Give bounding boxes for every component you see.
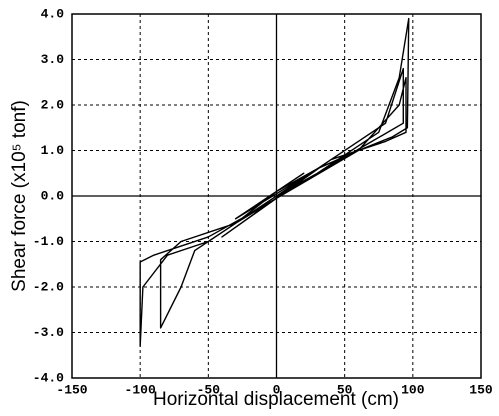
y-tick-label: -3.0	[33, 325, 64, 340]
y-tick-label: -2.0	[33, 279, 64, 294]
y-tick-label: 2.0	[41, 97, 65, 112]
y-tick-label: 4.0	[41, 6, 65, 21]
x-tick-label: -150	[56, 382, 87, 397]
x-tick-label: 150	[469, 382, 493, 397]
x-axis-label: Horizontal displacement (cm)	[153, 389, 399, 410]
y-tick-label: 3.0	[41, 52, 65, 67]
data-line	[139, 17, 410, 347]
x-tick-label: -50	[197, 382, 221, 397]
x-tick-label: 50	[337, 382, 353, 397]
y-axis-label: Shear force (x10⁵ tonf)	[9, 100, 30, 292]
y-tick-label: -4.0	[33, 370, 64, 385]
x-tick-label: -100	[125, 382, 156, 397]
y-tick-label: 1.0	[41, 143, 65, 158]
x-tick-label: 100	[401, 382, 425, 397]
x-tick-label: 0	[273, 382, 281, 397]
y-tick-label: -1.0	[33, 234, 64, 249]
plot-frame	[71, 13, 482, 379]
y-tick-label: 0.0	[41, 188, 65, 203]
